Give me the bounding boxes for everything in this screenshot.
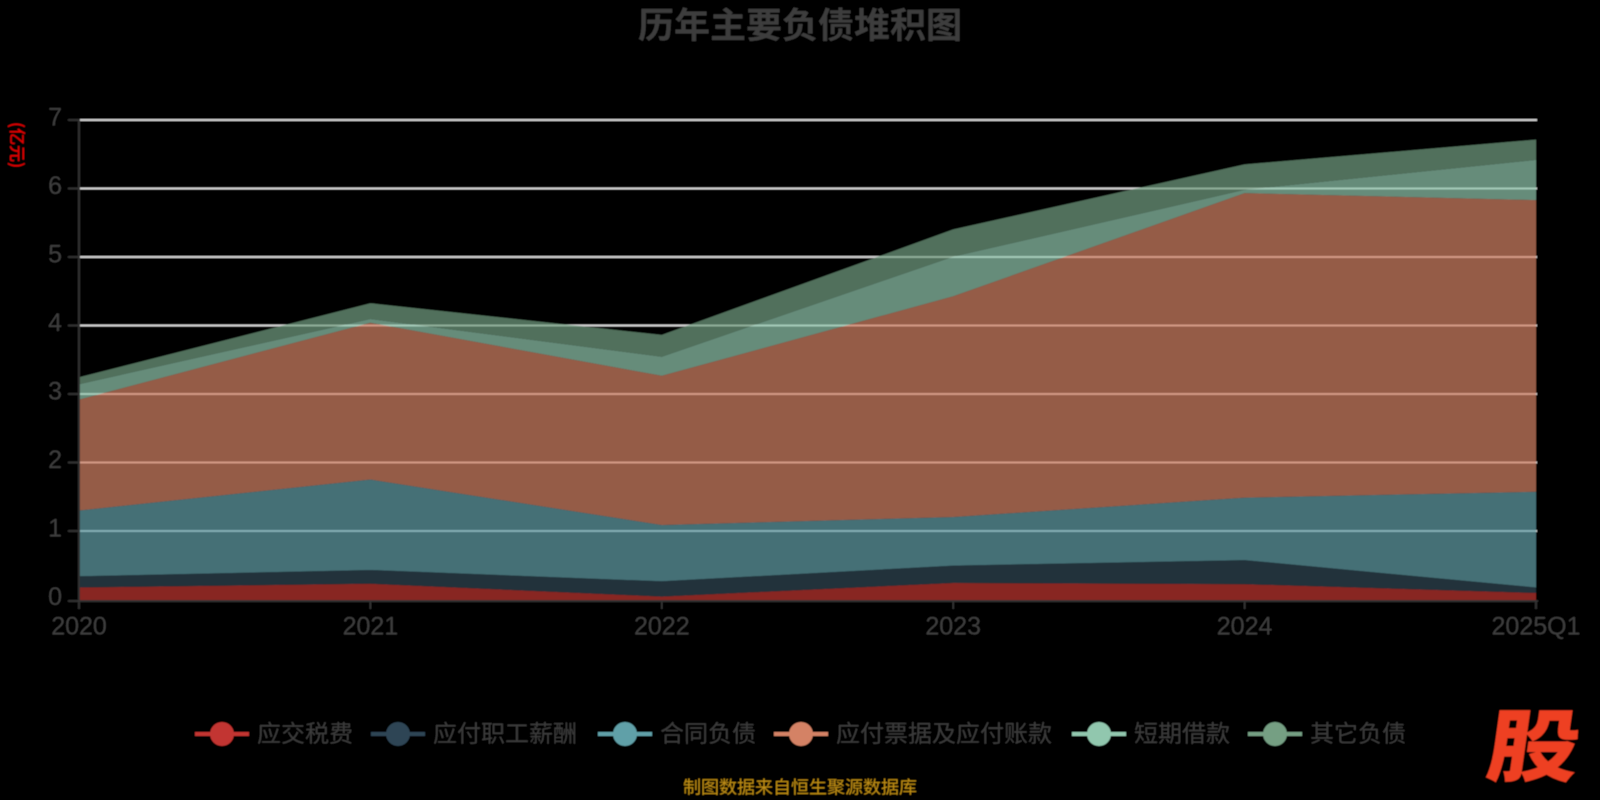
svg-text:2020: 2020 — [51, 613, 107, 641]
svg-text:6: 6 — [48, 172, 62, 200]
svg-text:2021: 2021 — [343, 613, 399, 641]
svg-text:2024: 2024 — [1217, 613, 1273, 641]
svg-text:2022: 2022 — [634, 613, 690, 641]
svg-text:4: 4 — [48, 309, 62, 337]
svg-text:2: 2 — [48, 446, 62, 474]
svg-text:1: 1 — [48, 515, 62, 543]
svg-text:3: 3 — [48, 378, 62, 406]
svg-text:0: 0 — [48, 583, 62, 611]
svg-text:2023: 2023 — [925, 613, 981, 641]
svg-text:5: 5 — [48, 241, 62, 269]
svg-text:2025Q1: 2025Q1 — [1492, 613, 1581, 641]
svg-text:7: 7 — [48, 104, 62, 132]
